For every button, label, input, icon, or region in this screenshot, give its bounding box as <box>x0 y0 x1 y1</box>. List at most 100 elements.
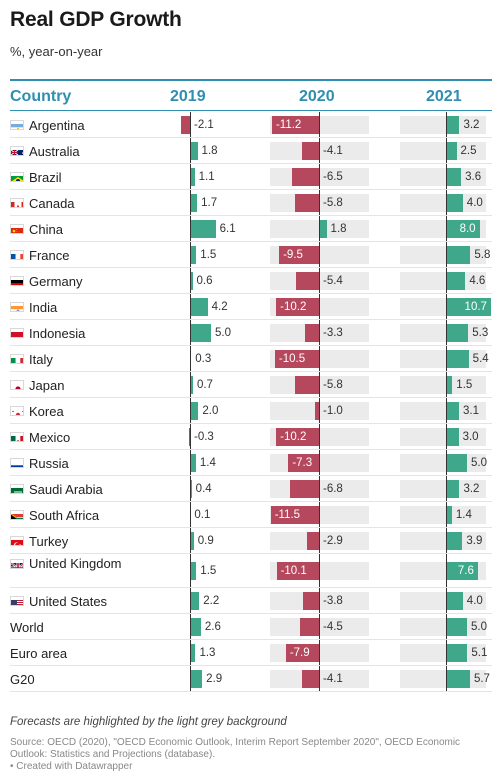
zero-axis-line <box>318 294 320 320</box>
country-label: United States <box>29 593 108 609</box>
zero-axis-line <box>318 112 320 138</box>
zero-axis-line <box>189 190 191 216</box>
bar-2021 <box>446 592 463 610</box>
value-label: 4.0 <box>466 197 483 209</box>
country-label: Japan <box>29 377 65 393</box>
zero-axis-line <box>445 164 447 190</box>
value-label: 2.5 <box>460 145 477 157</box>
row-separator <box>10 189 492 190</box>
zero-axis-line <box>318 528 320 554</box>
zero-axis-line <box>318 476 320 502</box>
country-label: India <box>29 299 58 315</box>
bar-2020 <box>290 480 319 498</box>
flag-japan-icon <box>10 380 24 390</box>
bar-2021 <box>446 402 460 420</box>
bar-2020 <box>291 168 319 186</box>
zero-axis-line <box>189 528 191 554</box>
flag-canada-icon <box>10 198 24 208</box>
row-separator <box>10 449 492 450</box>
bar-2020 <box>279 246 319 264</box>
country-label: Mexico <box>29 429 71 445</box>
value-label: 1.7 <box>201 197 218 209</box>
bar-2020 <box>301 142 319 160</box>
country-label: Indonesia <box>29 325 86 341</box>
forecast-background <box>400 168 486 186</box>
value-label: 5.4 <box>472 353 489 365</box>
zero-axis-line <box>445 138 447 164</box>
column-header-2019[interactable]: 2019 <box>170 88 206 105</box>
value-label: -4.5 <box>323 621 343 633</box>
forecast-background <box>400 480 486 498</box>
bar-2019 <box>190 194 198 212</box>
value-label: 5.0 <box>215 327 231 339</box>
zero-axis-line <box>189 588 191 614</box>
value-label: 0.7 <box>196 379 213 391</box>
bar-2019 <box>190 402 199 420</box>
row-separator <box>10 345 492 346</box>
row-separator <box>10 397 492 398</box>
column-header-2021[interactable]: 2021 <box>426 88 462 105</box>
bar-2021 <box>446 480 460 498</box>
value-label: -3.8 <box>323 595 343 607</box>
bar-2021 <box>446 220 480 238</box>
value-label: -6.8 <box>323 483 343 495</box>
zero-axis-line <box>189 138 191 164</box>
country-label: South Africa <box>29 507 100 523</box>
bar-2021 <box>446 298 491 316</box>
bar-2021 <box>446 532 463 550</box>
zero-axis-line <box>189 320 191 346</box>
zero-axis-line <box>445 640 447 666</box>
country-label: World <box>10 619 44 635</box>
bar-2020 <box>314 402 319 420</box>
forecast-background <box>400 402 486 420</box>
country-label: France <box>29 247 70 263</box>
column-header-2020[interactable]: 2020 <box>299 88 335 105</box>
table-row: World 2.6 -4.5 5.0 <box>0 614 500 640</box>
zero-axis-line <box>189 640 191 666</box>
zero-axis-line <box>445 398 447 424</box>
zero-axis-line <box>189 164 191 190</box>
chart-title: Real GDP Growth <box>10 8 182 31</box>
value-label: -6.5 <box>323 171 343 183</box>
flag-france-icon <box>10 250 24 260</box>
value-label: 1.8 <box>330 223 347 235</box>
zero-axis-line <box>189 216 191 242</box>
column-header-country[interactable]: Country <box>10 88 72 105</box>
bar-2021 <box>446 194 463 212</box>
zero-axis-line <box>318 424 320 450</box>
bar-2020 <box>276 562 319 580</box>
bar-2019 <box>190 220 216 238</box>
zero-axis-line <box>318 320 320 346</box>
row-separator <box>10 137 492 138</box>
value-label: 0.1 <box>194 509 211 521</box>
zero-axis-line <box>189 294 191 320</box>
bar-2020 <box>305 324 319 342</box>
value-label: -10.2 <box>280 301 307 313</box>
bar-2021 <box>446 350 469 368</box>
value-label: 5.0 <box>471 621 487 633</box>
row-separator <box>10 613 492 614</box>
row-separator <box>10 553 492 554</box>
zero-axis-line <box>445 294 447 320</box>
flag-russia-icon <box>10 458 24 468</box>
flag-united-kingdom-icon <box>10 559 24 569</box>
zero-axis-line <box>189 424 191 450</box>
row-separator <box>10 639 492 640</box>
zero-axis-line <box>318 640 320 666</box>
forecast-background <box>400 116 486 134</box>
bar-2020 <box>306 532 319 550</box>
bar-2019 <box>190 272 193 290</box>
bar-2020 <box>294 194 319 212</box>
bar-2020 <box>270 506 319 524</box>
forecast-background <box>400 592 486 610</box>
row-separator <box>10 587 492 588</box>
value-label: -5.8 <box>323 197 343 209</box>
flag-italy-icon <box>10 354 24 364</box>
bar-2020 <box>288 454 319 472</box>
table-row: Italy 0.3 -10.5 5.4 <box>0 346 500 372</box>
country-label: Brazil <box>29 169 62 185</box>
value-label: 1.3 <box>199 647 216 659</box>
value-label: 0.3 <box>195 353 212 365</box>
zero-axis-line <box>445 372 447 398</box>
country-label: Euro area <box>10 645 68 661</box>
